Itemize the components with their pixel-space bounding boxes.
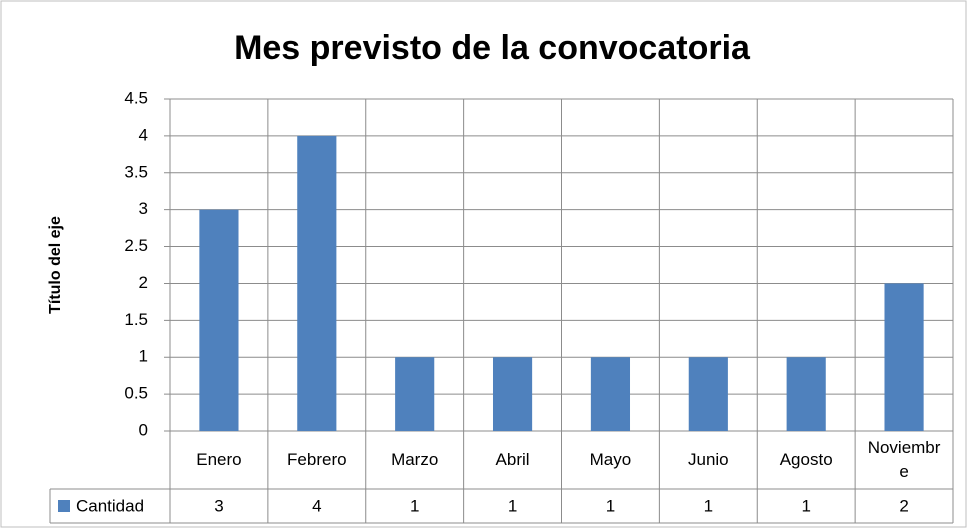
chart-title: Mes previsto de la convocatoria [234,29,751,67]
y-tick-label: 4.5 [124,88,148,107]
x-tick-label-box: Noviembre [867,438,941,481]
y-tick-label: 1.5 [124,310,148,329]
table-value: 1 [508,496,517,515]
x-tick-label-box: Abril [495,450,530,469]
y-tick-label: 4 [139,125,148,144]
y-tick-label: 2.5 [124,236,148,255]
bar [297,135,337,431]
y-tick-label: 2 [139,273,148,292]
table-value: 1 [606,496,615,515]
table-value: 3 [214,496,223,515]
x-tick-label: Abril [495,450,530,469]
table-value: 1 [801,496,810,515]
x-tick-label: Mayo [589,450,632,469]
table-value: 1 [410,496,419,515]
y-tick-label: 0.5 [124,384,148,403]
bar [688,357,728,431]
y-tick-label: 0 [139,420,148,439]
x-tick-label-box: Febrero [287,450,347,469]
x-tick-label: Marzo [391,450,439,469]
x-tick-label: Febrero [287,450,347,469]
table-value: 4 [312,496,321,515]
x-tick-label: Enero [196,450,242,469]
x-tick-label: Noviembre [867,438,941,481]
bar [492,357,533,431]
x-tick-label-box: Enero [196,450,242,469]
x-tick-label-box: Marzo [391,450,439,469]
x-tick-label: Junio [687,450,729,469]
table-value: 2 [899,496,908,515]
x-tick-label-box: Mayo [589,450,632,469]
x-tick-label-box: Agosto [779,450,833,469]
legend-label: Cantidad [76,496,144,515]
legend-swatch [58,500,70,512]
bar [786,357,826,431]
bar [884,283,924,431]
y-axis-label: Título del eje [47,216,64,314]
y-tick-label: 1 [139,347,148,366]
y-tick-label: 3 [139,199,148,218]
y-tick-label: 3.5 [124,162,148,181]
x-tick-label-box: Junio [687,450,729,469]
table-value: 1 [704,496,713,515]
bar [199,209,239,431]
x-tick-label: Agosto [779,450,833,469]
bar [395,357,435,431]
bar [590,357,631,431]
